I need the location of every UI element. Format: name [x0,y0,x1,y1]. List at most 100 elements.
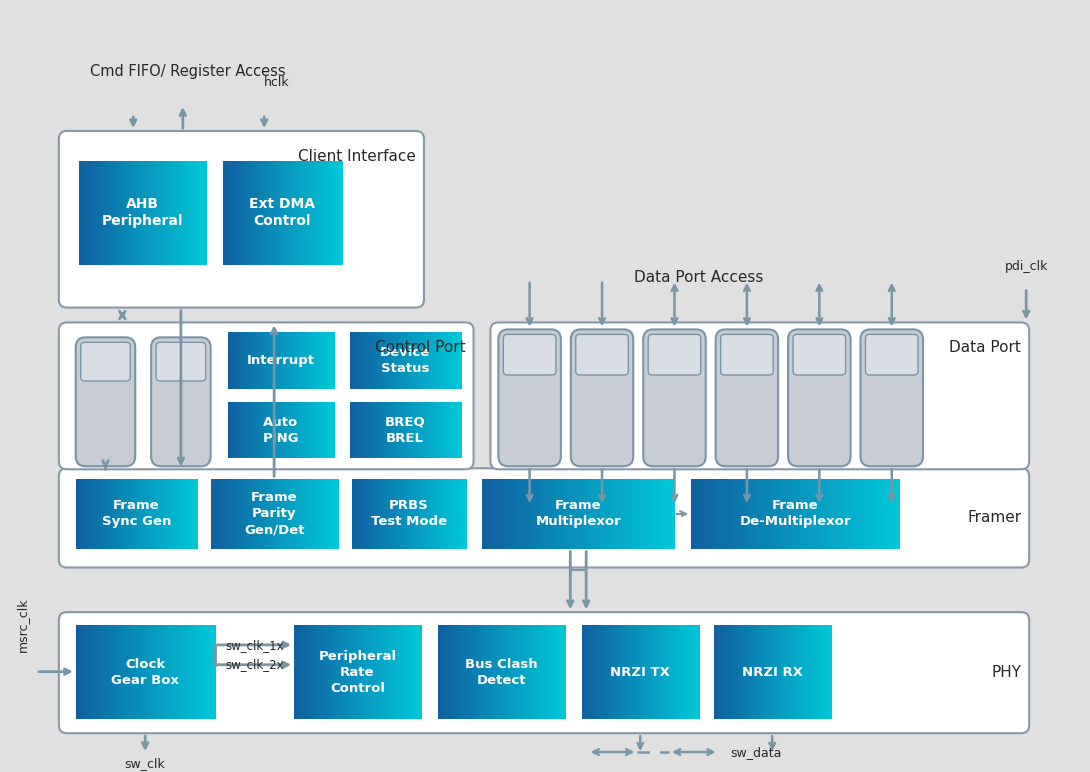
Bar [546,625,548,720]
Bar [159,161,162,265]
Bar [162,161,166,265]
Bar [669,479,673,549]
Bar [525,625,528,720]
Bar [112,479,114,549]
Bar [124,479,126,549]
Bar [452,625,455,720]
Bar [378,401,381,459]
Bar [409,333,412,389]
Bar [286,333,288,389]
Bar [738,479,741,549]
Bar [148,625,152,720]
Bar [170,479,172,549]
Bar [378,333,381,389]
Bar [516,625,518,720]
Bar [743,479,747,549]
Bar [315,333,317,389]
Bar [714,625,716,720]
Bar [431,401,433,459]
Bar [514,625,517,720]
Bar [308,161,312,265]
Bar [258,333,261,389]
Bar [108,479,110,549]
Bar [122,479,125,549]
Bar [365,401,367,459]
Bar [391,401,393,459]
Bar [234,401,237,459]
Bar [293,479,295,549]
Bar [377,401,379,459]
Bar [102,161,105,265]
Bar [766,479,770,549]
Bar [678,625,681,720]
Bar [715,625,717,720]
Bar [223,479,226,549]
Bar [180,625,183,720]
Bar [862,479,867,549]
Bar [378,479,381,549]
Bar [512,625,516,720]
Bar [643,479,646,549]
Bar [662,479,665,549]
Bar [258,161,261,265]
Bar [230,479,232,549]
Bar [642,625,644,720]
Bar [892,479,895,549]
Bar [832,479,835,549]
Bar [296,479,299,549]
Text: Bus Clash
Detect: Bus Clash Detect [465,658,537,686]
Bar [806,625,809,720]
Bar [754,625,758,720]
Bar [860,479,863,549]
Bar [352,333,354,389]
Bar [881,479,885,549]
Bar [271,161,275,265]
Bar [560,625,562,720]
Bar [756,625,759,720]
Text: Clock
Gear Box: Clock Gear Box [111,658,179,686]
Bar [174,161,177,265]
Bar [396,625,398,720]
Bar [395,479,397,549]
Bar [324,479,326,549]
Bar [390,401,392,459]
Bar [855,479,859,549]
Bar [167,479,169,549]
Bar [340,161,342,265]
Bar [569,479,572,549]
Bar [337,625,339,720]
Bar [277,333,279,389]
Bar [513,479,517,549]
Bar [262,161,264,265]
Bar [329,401,332,459]
Bar [371,401,373,459]
Bar [523,479,526,549]
Bar [355,479,359,549]
Bar [298,333,300,389]
Bar [241,401,243,459]
Bar [641,479,644,549]
Bar [372,625,374,720]
Bar [308,401,311,459]
Bar [501,625,504,720]
Bar [323,625,325,720]
Bar [447,479,449,549]
Bar [237,479,239,549]
Bar [93,479,95,549]
Bar [669,625,671,720]
Bar [716,625,719,720]
Bar [318,161,320,265]
Bar [282,333,284,389]
Bar [558,625,561,720]
Bar [159,625,161,720]
Bar [268,401,271,459]
Bar [774,479,778,549]
Bar [506,625,509,720]
Bar [459,333,462,389]
FancyBboxPatch shape [490,323,1029,469]
Bar [543,625,545,720]
Bar [322,479,325,549]
Bar [480,625,482,720]
Bar [290,161,292,265]
Bar [659,625,662,720]
